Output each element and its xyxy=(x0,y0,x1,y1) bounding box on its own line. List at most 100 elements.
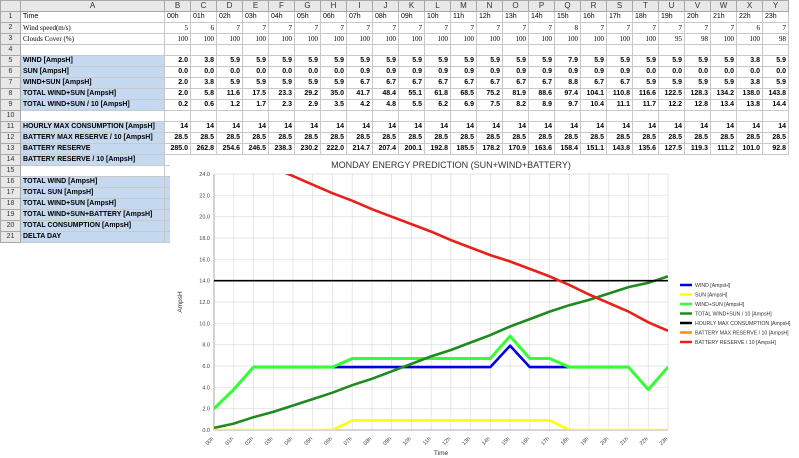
cell[interactable]: 14 xyxy=(372,121,399,133)
cell[interactable]: 95 xyxy=(658,33,685,45)
cell[interactable]: 7 xyxy=(632,22,659,34)
column-header-n[interactable]: N xyxy=(476,0,503,12)
cell[interactable]: 8.9 xyxy=(528,99,555,111)
cell[interactable]: 5.9 xyxy=(346,55,373,67)
cell[interactable]: 5.9 xyxy=(684,55,711,67)
column-header-e[interactable]: E xyxy=(242,0,269,12)
cell[interactable]: 13.8 xyxy=(736,99,763,111)
cell[interactable]: 111.2 xyxy=(710,143,737,155)
cell[interactable]: 7 xyxy=(762,22,789,34)
cell[interactable]: 143.8 xyxy=(606,143,633,155)
cell[interactable]: 100 xyxy=(632,33,659,45)
cell[interactable]: 0.9 xyxy=(580,66,607,78)
row-header[interactable]: 4 xyxy=(0,44,21,56)
column-header-g[interactable]: G xyxy=(294,0,321,12)
cell[interactable]: 12h xyxy=(476,11,503,23)
cell[interactable]: 7 xyxy=(398,22,425,34)
cell[interactable]: 14 xyxy=(684,121,711,133)
cell[interactable]: 158.4 xyxy=(554,143,581,155)
cell[interactable]: 28.5 xyxy=(242,132,269,144)
cell[interactable] xyxy=(736,110,763,122)
column-header-s[interactable]: S xyxy=(606,0,633,12)
cell[interactable]: 5.9 xyxy=(242,55,269,67)
cell[interactable]: 0.9 xyxy=(398,66,425,78)
column-header-m[interactable]: M xyxy=(450,0,477,12)
cell[interactable] xyxy=(632,110,659,122)
cell[interactable] xyxy=(554,44,581,56)
cell[interactable]: 28.5 xyxy=(320,132,347,144)
cell[interactable]: 5.9 xyxy=(294,77,321,89)
cell[interactable]: 28.5 xyxy=(710,132,737,144)
cell[interactable]: 100 xyxy=(528,33,555,45)
cell[interactable]: 92.8 xyxy=(762,143,789,155)
cell[interactable]: 143.8 xyxy=(762,88,789,100)
column-header-t[interactable]: T xyxy=(632,0,659,12)
cell[interactable]: 5.9 xyxy=(268,77,295,89)
cell[interactable]: 0.0 xyxy=(710,66,737,78)
cell[interactable]: 98 xyxy=(762,33,789,45)
column-header-v[interactable]: V xyxy=(684,0,711,12)
column-header-j[interactable]: J xyxy=(372,0,399,12)
cell[interactable]: 7 xyxy=(684,22,711,34)
column-header-x[interactable]: X xyxy=(736,0,763,12)
cell[interactable]: 23.3 xyxy=(268,88,295,100)
cell[interactable]: 230.2 xyxy=(294,143,321,155)
cell[interactable]: 0.9 xyxy=(424,66,451,78)
cell[interactable]: 14 xyxy=(736,121,763,133)
cell[interactable]: 200.1 xyxy=(398,143,425,155)
cell[interactable]: 12.2 xyxy=(658,99,685,111)
cell[interactable]: 5.9 xyxy=(372,55,399,67)
cell[interactable] xyxy=(268,44,295,56)
cell[interactable]: 05h xyxy=(294,11,321,23)
row-label[interactable] xyxy=(20,165,165,177)
cell[interactable]: 6.7 xyxy=(580,77,607,89)
cell[interactable]: 28.5 xyxy=(658,132,685,144)
cell[interactable]: 7 xyxy=(346,22,373,34)
row-header[interactable]: 5 xyxy=(0,55,21,67)
cell[interactable]: 122.5 xyxy=(658,88,685,100)
row-label[interactable]: BATTERY RESERVE xyxy=(20,143,165,155)
row-header[interactable]: 8 xyxy=(0,88,21,100)
row-header[interactable]: 6 xyxy=(0,66,21,78)
cell[interactable] xyxy=(372,110,399,122)
cell[interactable] xyxy=(658,110,685,122)
cell[interactable]: 285.0 xyxy=(164,143,191,155)
cell[interactable] xyxy=(424,44,451,56)
cell[interactable]: 6.7 xyxy=(424,77,451,89)
cell[interactable]: 14 xyxy=(658,121,685,133)
row-label[interactable]: HOURLY MAX CONSUMPTION [AmpsH] xyxy=(20,121,165,133)
cell[interactable]: 28.5 xyxy=(450,132,477,144)
row-header[interactable]: 2 xyxy=(0,22,21,34)
cell[interactable]: 6.7 xyxy=(346,77,373,89)
row-label[interactable]: WIND+SUN [AmpsH] xyxy=(20,77,165,89)
cell[interactable]: 5.9 xyxy=(710,77,737,89)
cell[interactable]: 7 xyxy=(502,22,529,34)
cell[interactable]: 100 xyxy=(320,33,347,45)
cell[interactable]: 3.8 xyxy=(190,55,217,67)
cell[interactable] xyxy=(216,110,243,122)
cell[interactable]: 5.9 xyxy=(658,55,685,67)
cell[interactable]: 6 xyxy=(736,22,763,34)
cell[interactable]: 6.2 xyxy=(424,99,451,111)
cell[interactable]: 6.7 xyxy=(450,77,477,89)
cell[interactable]: 14 xyxy=(762,121,789,133)
cell[interactable]: 14 xyxy=(346,121,373,133)
cell[interactable]: 6.7 xyxy=(606,77,633,89)
cell[interactable]: 28.5 xyxy=(684,132,711,144)
cell[interactable]: 28.5 xyxy=(762,132,789,144)
cell[interactable]: 18h xyxy=(632,11,659,23)
cell[interactable] xyxy=(684,110,711,122)
cell[interactable]: 7 xyxy=(476,22,503,34)
cell[interactable]: 35.0 xyxy=(320,88,347,100)
cell[interactable]: 55.1 xyxy=(398,88,425,100)
cell[interactable]: 28.5 xyxy=(632,132,659,144)
cell[interactable]: 0.0 xyxy=(294,66,321,78)
row-header[interactable]: 14 xyxy=(0,154,21,166)
row-label[interactable]: WIND [AmpsH] xyxy=(20,55,165,67)
cell[interactable]: 97.4 xyxy=(554,88,581,100)
cell[interactable]: 100 xyxy=(164,33,191,45)
cell[interactable]: 100 xyxy=(346,33,373,45)
cell[interactable]: 0.9 xyxy=(554,66,581,78)
cell[interactable]: 6.7 xyxy=(398,77,425,89)
cell[interactable]: 0.0 xyxy=(268,66,295,78)
